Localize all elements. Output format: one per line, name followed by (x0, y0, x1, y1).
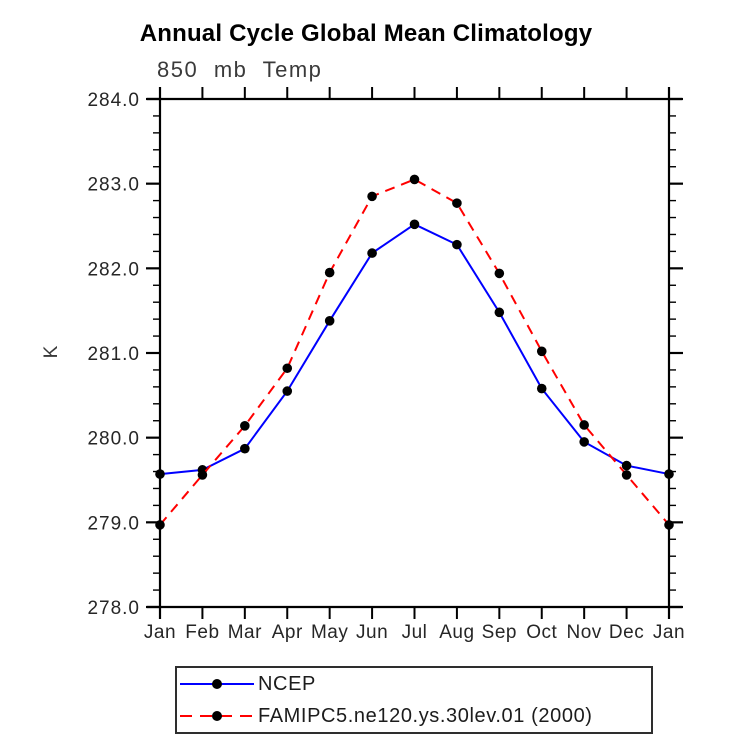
y-tick-label: 281.0 (87, 344, 140, 365)
page-title: Annual Cycle Global Mean Climatology (0, 20, 733, 48)
data-point-marker (664, 520, 674, 530)
data-point-marker (155, 520, 165, 530)
legend-label-famipc5: FAMIPC5.ne120.ys.30lev.01 (2000) (258, 704, 593, 727)
x-tick-label: Nov (567, 622, 602, 643)
x-tick-label: Apr (272, 622, 303, 643)
data-point-marker (452, 198, 462, 208)
x-tick-label: Jun (356, 622, 388, 643)
legend-line-sample-famipc5 (180, 711, 254, 721)
y-tick-label: 280.0 (87, 429, 140, 450)
data-point-marker (579, 420, 589, 430)
data-point-marker (452, 239, 462, 250)
x-tick-label: Feb (185, 622, 219, 643)
x-tick-label: Jan (653, 622, 685, 643)
legend-box: NCEP FAMIPC5.ne120.ys.30lev.01 (2000) (175, 666, 653, 734)
data-point-marker (621, 460, 632, 471)
data-point-marker (621, 470, 632, 480)
page-title-text: Annual Cycle Global Mean Climatology (139, 20, 593, 47)
y-tick-label: 283.0 (87, 175, 140, 196)
x-tick-label: May (311, 622, 348, 643)
data-point-marker (367, 248, 377, 258)
x-tick-label: Dec (609, 622, 644, 643)
x-tick-label: Jul (402, 622, 428, 643)
x-tick-label: Aug (439, 622, 474, 643)
data-point-marker (536, 383, 547, 394)
data-point-marker (282, 363, 293, 374)
data-point-marker (409, 174, 420, 185)
y-tick-label: 279.0 (87, 513, 140, 534)
x-tick-label: Mar (228, 622, 262, 643)
y-tick-label: 284.0 (87, 90, 140, 111)
data-point-marker (664, 469, 674, 479)
data-point-marker (367, 191, 377, 202)
series-line-famipc5 (159, 178, 670, 526)
legend-label-ncep: NCEP (258, 672, 316, 695)
data-point-marker (240, 443, 250, 454)
data-point-marker (155, 469, 165, 479)
x-tick-label: Jan (144, 622, 176, 643)
data-point-marker (409, 219, 420, 230)
data-point-marker (324, 267, 335, 278)
y-tick-label: 282.0 (87, 259, 140, 280)
legend-row-famipc5: FAMIPC5.ne120.ys.30lev.01 (2000) (177, 700, 651, 732)
data-point-marker (536, 346, 547, 357)
data-point-marker (282, 386, 293, 396)
data-point-marker (494, 268, 505, 279)
data-point-marker (494, 307, 505, 318)
y-tick-label: 278.0 (87, 598, 140, 619)
legend-row-ncep: NCEP (177, 668, 651, 700)
chart-subtitle: 850 mb Temp (157, 57, 323, 82)
series-line-ncep (159, 223, 670, 476)
data-point-marker (579, 437, 589, 447)
data-point-marker (197, 470, 208, 480)
x-tick-label: Oct (526, 622, 557, 643)
legend-line-sample-ncep (180, 679, 254, 689)
data-point-marker (240, 421, 250, 431)
x-tick-label: Sep (482, 622, 517, 643)
data-point-marker (324, 316, 335, 326)
